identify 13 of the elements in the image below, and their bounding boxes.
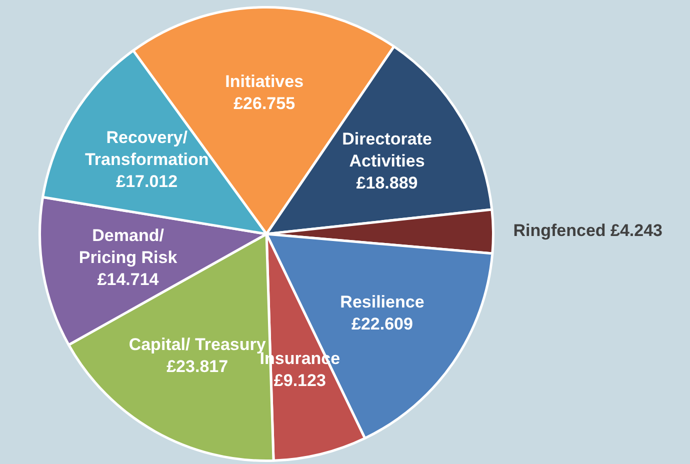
- data-label: £17.012: [116, 172, 178, 191]
- data-label: £22.609: [351, 314, 413, 334]
- slice-label: Resilience: [340, 292, 424, 312]
- data-label: £18.889: [356, 173, 418, 192]
- data-label: £23.817: [166, 357, 228, 376]
- slice-label: Recovery/ Transformation: [84, 128, 209, 169]
- data-label: £14.714: [97, 270, 160, 289]
- data-label: £9.123: [274, 371, 326, 390]
- data-label: £26.755: [234, 94, 296, 114]
- slice-label: Directorate Activities: [342, 129, 432, 170]
- slice-label: Initiatives: [225, 72, 304, 92]
- slice-label: Ringfenced £4.243: [513, 220, 663, 240]
- slice-label: Demand/ Pricing Risk: [78, 226, 178, 267]
